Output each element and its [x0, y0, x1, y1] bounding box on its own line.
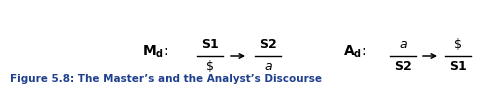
Text: S1: S1 — [449, 61, 467, 73]
Text: a: a — [399, 37, 407, 51]
Text: $: $ — [454, 37, 462, 51]
Text: S2: S2 — [394, 61, 412, 73]
Text: $\mathbf{M_d}$:: $\mathbf{M_d}$: — [142, 44, 168, 60]
Text: a: a — [264, 61, 272, 73]
Text: S1: S1 — [201, 37, 219, 51]
Text: $: $ — [206, 61, 214, 73]
Text: $\mathbf{A_d}$:: $\mathbf{A_d}$: — [343, 44, 366, 60]
Text: Figure 5.8: The Master’s and the Analyst’s Discourse: Figure 5.8: The Master’s and the Analyst… — [10, 74, 322, 84]
Text: S2: S2 — [259, 37, 277, 51]
